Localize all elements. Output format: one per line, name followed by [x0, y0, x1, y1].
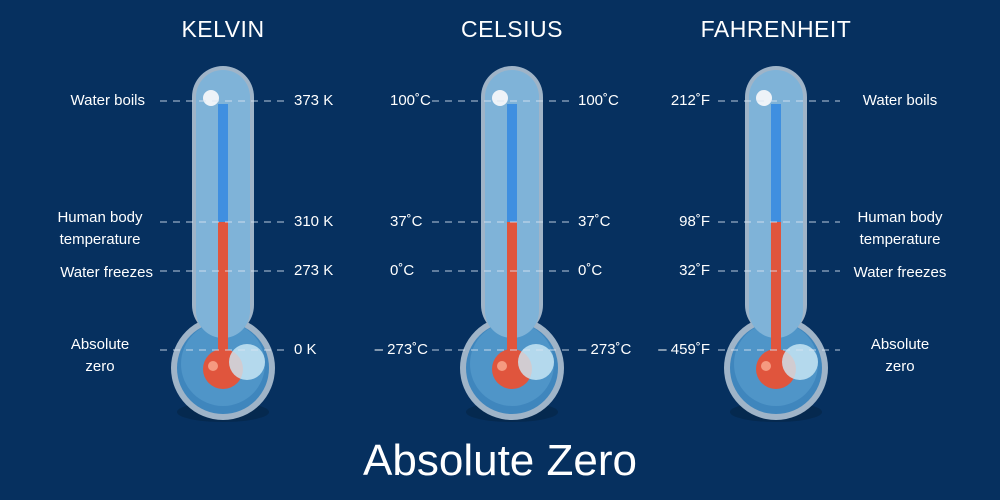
label-water-boils-left: Water boils: [70, 92, 145, 109]
label-human-body-line1: Human body: [57, 209, 143, 226]
kelvin-zero-value: 0 K: [294, 341, 317, 358]
page-title: Absolute Zero: [363, 436, 637, 485]
celsius-boils-value-right: 100˚C: [578, 92, 619, 109]
label-absolute-zero-right: Absolute zero: [850, 334, 950, 378]
label-water-freezes-left: Water freezes: [60, 264, 153, 281]
celsius-body-value-right: 37˚C: [578, 213, 611, 230]
celsius-zero-value-right: – 273˚C: [578, 341, 632, 358]
fahrenheit-header: FAHRENHEIT: [700, 16, 852, 42]
label-human-body-line2: temperature: [859, 231, 941, 248]
label-absolute-zero-line1: Absolute: [870, 336, 930, 353]
kelvin-boils-value: 373 K: [294, 92, 334, 109]
thermometer-cold-column: [771, 104, 781, 224]
label-water-boils-right: Water boils: [862, 92, 938, 109]
fahrenheit-zero-value: – 459˚F: [658, 341, 710, 358]
label-human-body-right: Human body temperature: [840, 207, 960, 251]
fahrenheit-body-value: 98˚F: [679, 213, 710, 230]
thermometer-cold-column: [507, 104, 517, 224]
label-human-body-line1: Human body: [857, 209, 943, 226]
thermometer-ball-shine: [497, 361, 507, 371]
thermometer-top-bubble: [492, 90, 508, 106]
fahrenheit-boils-value: 212˚F: [670, 92, 710, 109]
label-human-body-left: Human body temperature: [40, 207, 160, 251]
label-human-body-line2: temperature: [59, 231, 141, 248]
thermometer-top-bubble: [203, 90, 219, 106]
fahrenheit-freezes-value: 32˚F: [679, 262, 710, 279]
thermometer-top-bubble: [756, 90, 772, 106]
thermometer-glass-reflection: [518, 344, 554, 380]
celsius-freezes-value-left: 0˚C: [390, 262, 415, 279]
kelvin-header: KELVIN: [181, 16, 265, 42]
kelvin-freezes-value: 273 K: [294, 262, 334, 279]
thermometer-glass-reflection: [782, 344, 818, 380]
kelvin-body-value: 310 K: [294, 213, 334, 230]
celsius-header: CELSIUS: [461, 16, 563, 42]
thermometer-hot-column: [507, 222, 517, 362]
thermometer-ball-shine: [208, 361, 218, 371]
label-water-freezes-right: Water freezes: [853, 264, 947, 281]
thermometer-glass-reflection: [229, 344, 265, 380]
celsius-boils-value-left: 100˚C: [390, 92, 431, 109]
celsius-zero-value-left: – 273˚C: [374, 341, 428, 358]
label-absolute-zero-line2: zero: [85, 358, 115, 375]
label-absolute-zero-left: Absolute zero: [50, 334, 150, 378]
celsius-body-value-left: 37˚C: [390, 213, 423, 230]
thermometer-hot-column: [218, 222, 228, 362]
thermometer-cold-column: [218, 104, 228, 224]
label-absolute-zero-line2: zero: [885, 358, 915, 375]
celsius-freezes-value-right: 0˚C: [578, 262, 603, 279]
thermometer-hot-column: [771, 222, 781, 362]
thermometer-ball-shine: [761, 361, 771, 371]
label-absolute-zero-line1: Absolute: [70, 336, 130, 353]
